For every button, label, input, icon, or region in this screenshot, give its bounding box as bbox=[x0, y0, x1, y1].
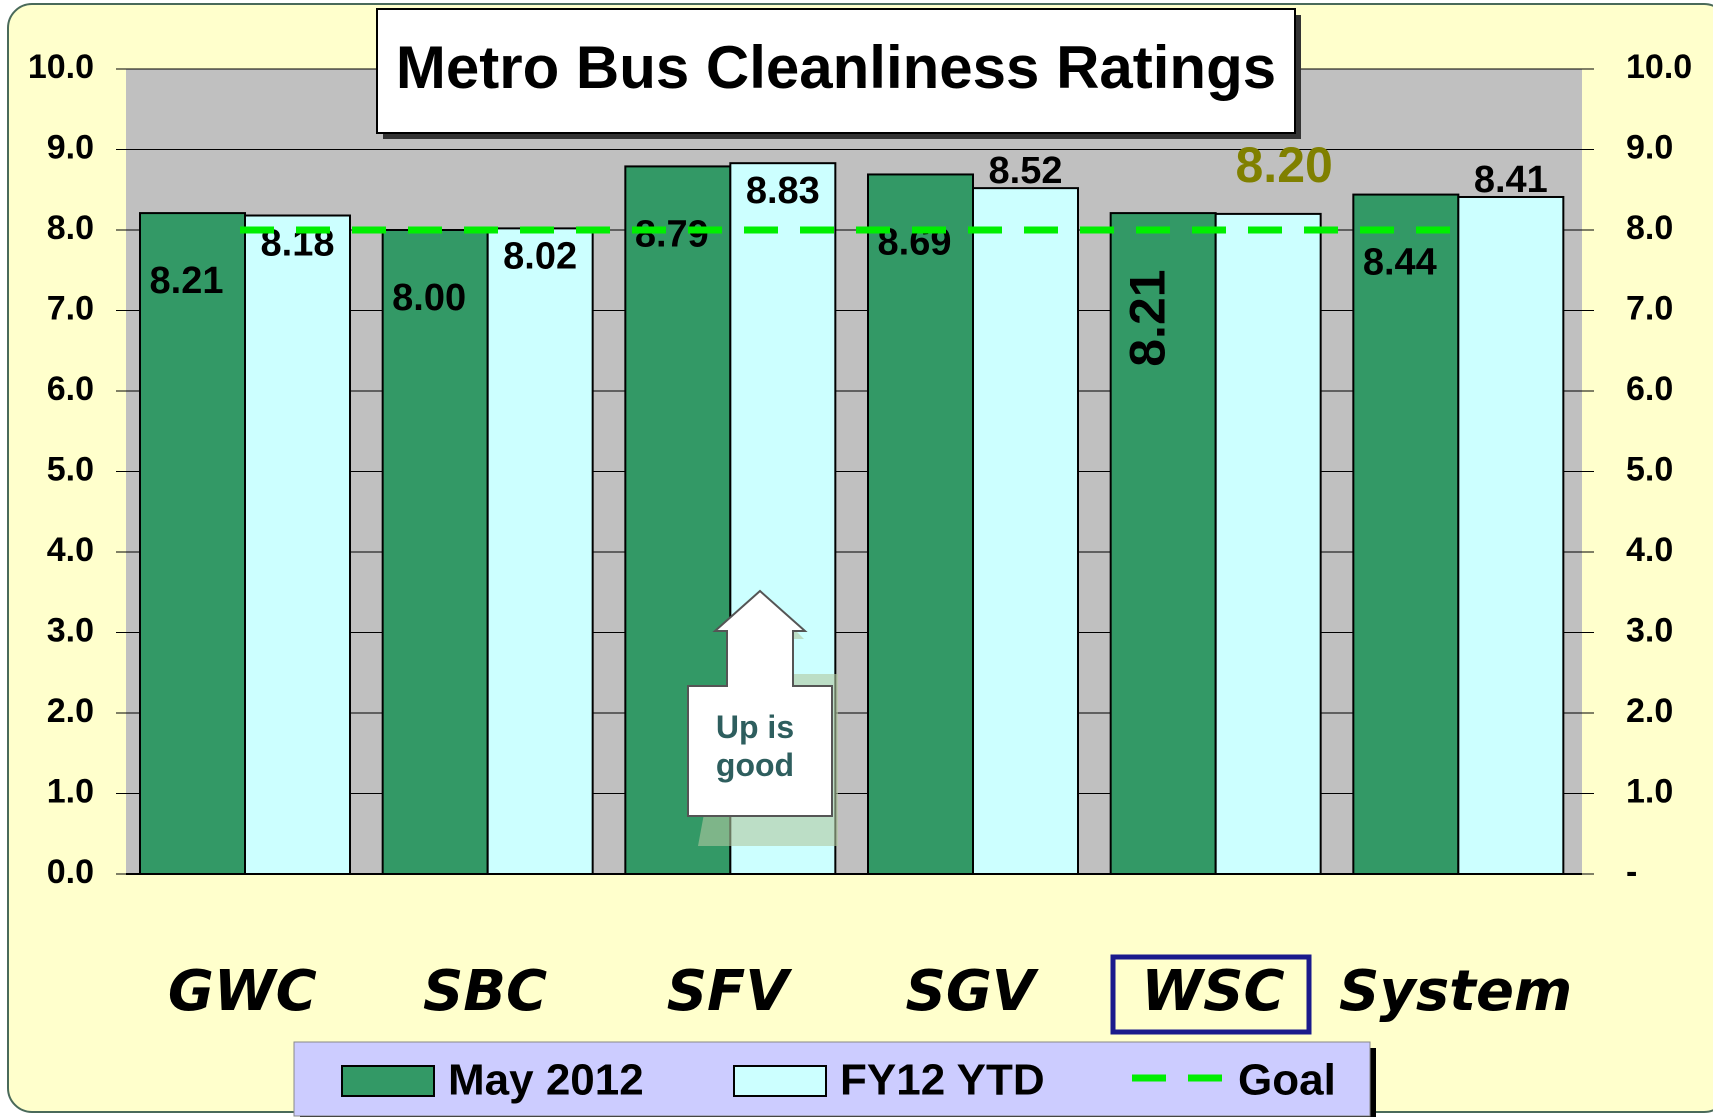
y-tick-label: 5.0 bbox=[47, 450, 94, 488]
y-tick-label: 6.0 bbox=[47, 370, 94, 408]
legend-swatch bbox=[341, 1065, 435, 1097]
y2-tick-label: 8.0 bbox=[1626, 209, 1673, 247]
legend-label: FY12 YTD bbox=[840, 1056, 1045, 1105]
y-tick-label: 7.0 bbox=[47, 289, 94, 327]
y-tick-label: 10.0 bbox=[28, 48, 94, 86]
value-label: 8.83 bbox=[746, 170, 820, 212]
value-label: 8.41 bbox=[1474, 159, 1548, 201]
value-label: 8.52 bbox=[989, 150, 1063, 192]
x-tick-label: SBC bbox=[423, 959, 547, 1024]
y-tick-label: 4.0 bbox=[47, 531, 94, 569]
value-label: 8.02 bbox=[503, 235, 577, 277]
bar bbox=[1214, 212, 1322, 875]
value-label: 8.21 bbox=[1119, 269, 1175, 366]
x-tick-label: WSC bbox=[1141, 959, 1284, 1024]
x-tick-label: SFV bbox=[667, 959, 794, 1024]
legend-swatch bbox=[733, 1065, 827, 1097]
y2-tick-label: 1.0 bbox=[1626, 772, 1673, 810]
y2-tick-label: - bbox=[1626, 853, 1637, 891]
bar bbox=[486, 227, 594, 875]
value-label: 8.20 bbox=[1236, 137, 1333, 193]
value-label: 8.00 bbox=[392, 277, 466, 319]
y-tick-label: 8.0 bbox=[47, 209, 94, 247]
highlight-box bbox=[1110, 954, 1312, 1035]
bar bbox=[1457, 195, 1565, 875]
annotation-arrow bbox=[687, 589, 833, 817]
y2-tick-label: 10.0 bbox=[1626, 48, 1692, 86]
legend-label: Goal bbox=[1238, 1056, 1336, 1105]
y2-tick-label: 3.0 bbox=[1626, 611, 1673, 649]
y2-tick-label: 4.0 bbox=[1626, 531, 1673, 569]
bar bbox=[1352, 193, 1460, 875]
bar bbox=[1109, 212, 1217, 876]
x-tick-label: GWC bbox=[168, 959, 317, 1024]
legend-label: May 2012 bbox=[448, 1056, 644, 1105]
bar bbox=[381, 229, 489, 875]
y-tick-label: 1.0 bbox=[47, 772, 94, 810]
y-tick-label: 9.0 bbox=[47, 128, 94, 166]
x-tick-label: SGV bbox=[906, 959, 1040, 1024]
bar bbox=[972, 187, 1079, 875]
bar bbox=[244, 214, 351, 875]
y-tick-label: 2.0 bbox=[47, 692, 94, 730]
y-tick-label: 0.0 bbox=[47, 853, 94, 891]
y2-tick-label: 2.0 bbox=[1626, 692, 1673, 730]
value-label: 8.79 bbox=[635, 213, 709, 255]
y2-tick-label: 6.0 bbox=[1626, 370, 1673, 408]
annotation: Up is good bbox=[716, 709, 794, 783]
bar bbox=[139, 212, 246, 876]
y-tick-label: 3.0 bbox=[47, 611, 94, 649]
y2-tick-label: 7.0 bbox=[1626, 289, 1673, 327]
bar bbox=[867, 173, 974, 875]
x-tick-label: System bbox=[1339, 959, 1572, 1024]
chart-title: Metro Bus Cleanliness Ratings bbox=[396, 34, 1276, 101]
y2-tick-label: 9.0 bbox=[1626, 128, 1673, 166]
y2-tick-label: 5.0 bbox=[1626, 450, 1673, 488]
value-label: 8.44 bbox=[1363, 242, 1437, 284]
title-box bbox=[376, 8, 1296, 134]
value-label: 8.21 bbox=[150, 260, 224, 302]
